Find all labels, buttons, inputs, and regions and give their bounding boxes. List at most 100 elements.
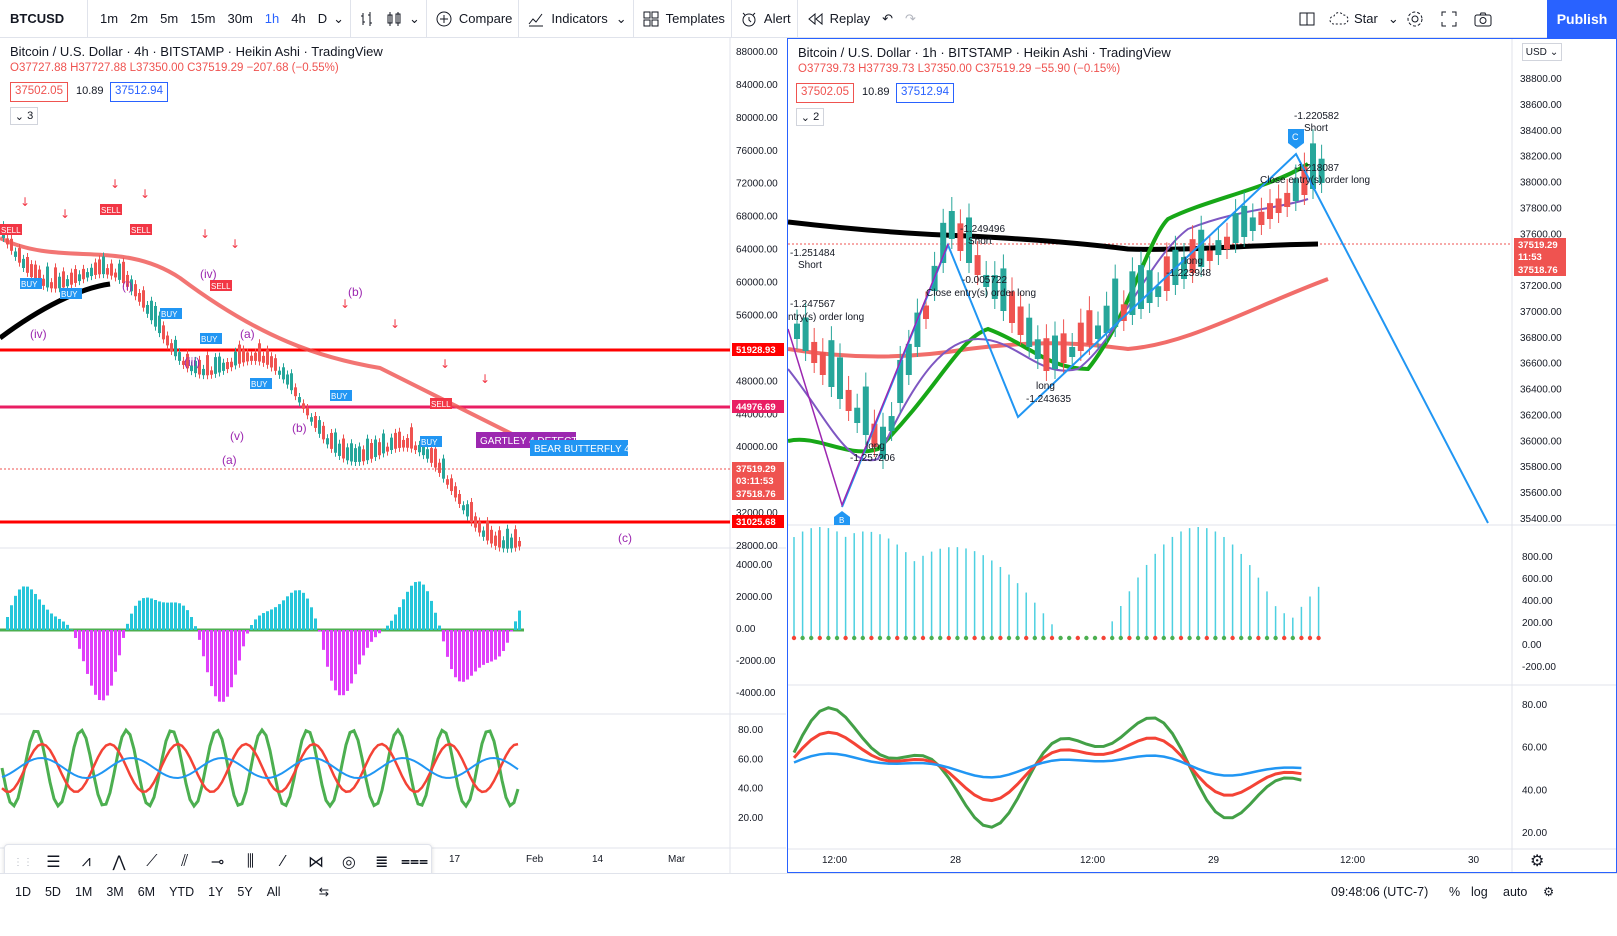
- parallel-channel-icon[interactable]: ⩶: [400, 853, 429, 870]
- candle-body: [126, 274, 129, 287]
- osc-dot: [895, 635, 900, 641]
- symbol-search[interactable]: BTCUSD: [0, 0, 88, 38]
- trend-line-icon[interactable]: ∕: [281, 853, 285, 870]
- candle-body: [226, 362, 229, 370]
- osc-bar: [374, 630, 377, 638]
- left-price-axis[interactable]: 88000.00 84000.00 80000.00 76000.00 72000.00…: [732, 47, 784, 552]
- candle-body: [438, 462, 441, 473]
- chevron-down-icon[interactable]: ⌄: [1387, 10, 1399, 26]
- vertical-lines-icon[interactable]: ⫼: [246, 853, 255, 870]
- interval-15m[interactable]: 15m: [190, 11, 216, 26]
- gear-icon[interactable]: ⚙: [1543, 885, 1555, 899]
- range-5Y[interactable]: 5Y: [237, 884, 253, 899]
- range-1D[interactable]: 1D: [15, 884, 31, 899]
- range-YTD[interactable]: YTD: [169, 884, 195, 899]
- compare-button[interactable]: Compare: [427, 0, 520, 38]
- publish-button[interactable]: Publish: [1547, 0, 1617, 38]
- chevron-down-icon: ⌄: [14, 110, 25, 123]
- range-6M[interactable]: 6M: [137, 884, 156, 899]
- range-3M[interactable]: 3M: [106, 884, 124, 899]
- osc-dot: [1264, 635, 1270, 641]
- candle-body: [290, 373, 293, 391]
- right-ask-box[interactable]: 37512.94: [896, 83, 954, 103]
- range-1M[interactable]: 1M: [74, 884, 93, 899]
- candle-style-icon[interactable]: [383, 8, 405, 30]
- osc-bar: [118, 630, 121, 656]
- drag-handle-icon[interactable]: ⋮⋮: [13, 856, 33, 868]
- osc-dot: [1049, 635, 1055, 641]
- left-chart-panel[interactable]: ↓ ↓ ↓ ↓ ↓ ↓ ↓ ↓ ↓ ↓ BUY BUY BUY BUY BUY BUY BUY SELL SELL S…: [0, 38, 786, 880]
- candle-body: [198, 359, 201, 375]
- chevron-down-icon[interactable]: ⌄: [333, 10, 345, 26]
- candle-body: [1292, 178, 1299, 201]
- price-axis-label: 20.00: [738, 813, 763, 824]
- chevron-down-icon[interactable]: ⌄: [615, 10, 627, 26]
- star-button[interactable]: Star ⌄: [1322, 0, 1405, 38]
- osc-bar: [514, 621, 517, 630]
- log-toggle[interactable]: log: [1471, 884, 1488, 899]
- range-5D[interactable]: 5D: [44, 884, 61, 899]
- right-indicators-toggle[interactable]: ⌄ 2: [796, 108, 824, 126]
- interval-30m[interactable]: 30m: [227, 11, 253, 26]
- pattern-point-b[interactable]: B: [834, 511, 850, 525]
- range-1Y[interactable]: 1Y: [208, 884, 224, 899]
- indicators-button[interactable]: Indicators ⌄: [519, 0, 634, 38]
- axis-settings-gear-icon[interactable]: ⚙: [1530, 853, 1545, 870]
- clock[interactable]: 09:48:06 (UTC-7): [1331, 884, 1429, 899]
- percent-toggle[interactable]: %: [1449, 884, 1461, 899]
- candle-body: [82, 268, 85, 280]
- fullscreen-button[interactable]: [1432, 0, 1470, 38]
- right-price-axis[interactable]: 38800.00 38600.00 38400.00 38200.00 38000.00…: [1514, 74, 1566, 525]
- harmonic-pattern-lines[interactable]: [841, 152, 1489, 524]
- bar-style-icon[interactable]: [357, 8, 379, 30]
- snapshot-button[interactable]: [1466, 0, 1504, 38]
- price-axis-label: 35800.00: [1520, 462, 1562, 473]
- replay-button[interactable]: Replay: [798, 0, 876, 38]
- auto-toggle[interactable]: auto: [1503, 884, 1528, 899]
- right-chart-panel[interactable]: C B -1.220582 Short -1.218087 Close entry(s…: [787, 38, 1617, 873]
- date-range-button[interactable]: ⇆: [312, 884, 336, 899]
- left-indicators-toggle[interactable]: ⌄ 3: [10, 107, 38, 125]
- undo-button[interactable]: ↶: [876, 0, 899, 38]
- settings-button[interactable]: [1398, 0, 1436, 38]
- fib-retracement-icon[interactable]: ≣: [374, 854, 389, 871]
- redo-button[interactable]: ↷: [899, 0, 922, 38]
- abcd-pattern-icon[interactable]: ⩘: [81, 853, 91, 870]
- right-time-axis[interactable]: 12:00 28 12:00 29 12:00 30: [822, 855, 1480, 866]
- elliott-wave-icon[interactable]: ⋀: [112, 854, 126, 871]
- left-bid-box[interactable]: 37502.05: [10, 82, 68, 102]
- candle-body: [414, 445, 417, 451]
- osc-dot: [817, 635, 822, 641]
- trend-angle-icon[interactable]: ⟋: [146, 853, 158, 870]
- xabcd-pattern-icon[interactable]: ⋈: [308, 854, 325, 871]
- right-bid-box[interactable]: 37502.05: [796, 83, 854, 103]
- candle-body: [230, 361, 233, 368]
- butterfly-badge-bg[interactable]: [530, 440, 628, 456]
- osc-bar: [382, 629, 385, 630]
- layout-button[interactable]: [1290, 0, 1328, 38]
- spiral-icon[interactable]: ◎: [341, 854, 356, 871]
- sell-arrow-icon: ↓: [440, 357, 450, 371]
- interval-4h[interactable]: 4h: [291, 11, 306, 26]
- interval-1h[interactable]: 1h: [264, 11, 280, 26]
- interval-2m[interactable]: 2m: [130, 11, 149, 26]
- price-tag-bg: [1514, 238, 1566, 251]
- redo-icon: ↷: [905, 10, 916, 26]
- left-ask-box[interactable]: 37512.94: [110, 82, 168, 102]
- candle-body: [1301, 166, 1308, 195]
- range-All[interactable]: All: [266, 884, 281, 899]
- pattern-point-c[interactable]: C: [1288, 129, 1304, 149]
- candle-body: [1103, 305, 1110, 333]
- horizontal-ray-icon[interactable]: ⊸: [210, 854, 225, 871]
- pitchfork-icon[interactable]: ☰: [46, 854, 61, 871]
- chevron-down-icon[interactable]: ⌄: [409, 10, 420, 26]
- interval-D[interactable]: D: [317, 11, 328, 26]
- interval-1m[interactable]: 1m: [100, 11, 119, 26]
- alert-button[interactable]: Alert: [732, 0, 798, 38]
- currency-selector[interactable]: USD ⌄: [1522, 43, 1562, 61]
- interval-5m[interactable]: 5m: [160, 11, 179, 26]
- templates-button[interactable]: Templates: [634, 0, 732, 38]
- fib-fan-icon[interactable]: ⫽: [181, 853, 189, 870]
- left-chart-canvas[interactable]: ↓ ↓ ↓ ↓ ↓ ↓ ↓ ↓ ↓ ↓ BUY BUY BUY BUY BUY BUY BUY SELL SELL S…: [0, 38, 786, 873]
